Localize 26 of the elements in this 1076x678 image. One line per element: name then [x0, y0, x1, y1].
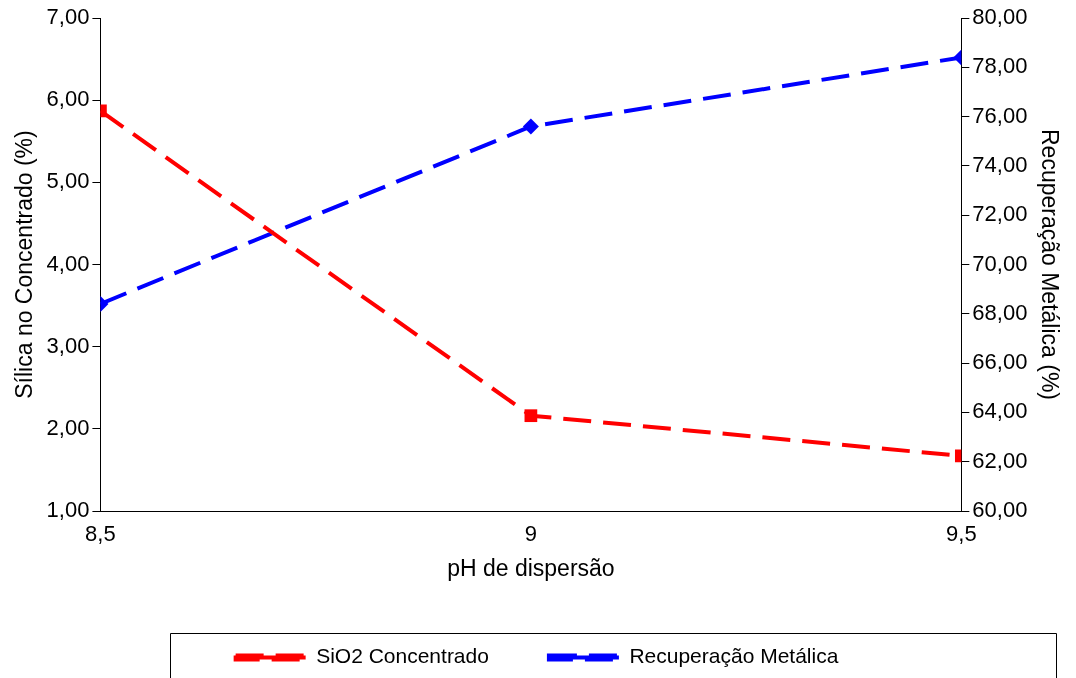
- y2-tick-label: 76,00: [972, 102, 1028, 128]
- y2-tick-label: 78,00: [972, 53, 1028, 79]
- y2-tick-label: 72,00: [972, 201, 1028, 227]
- legend-label: SiO2 Concentrado: [316, 644, 489, 668]
- y-tick-label: 2,00: [46, 414, 90, 440]
- y2-tick-label: 68,00: [972, 299, 1028, 325]
- y-tick-label: 4,00: [46, 250, 90, 276]
- y-tick-label: 7,00: [46, 4, 90, 30]
- y-tick-label: 6,00: [46, 86, 90, 112]
- y-tick-label: 3,00: [46, 332, 90, 358]
- y2-tick-label: 80,00: [972, 4, 1028, 30]
- y2-tick-label: 62,00: [972, 447, 1028, 473]
- x-tick-label: 9,5: [946, 521, 977, 547]
- x-axis-title: pH de dispersão: [447, 554, 615, 581]
- x-tick-label: 8,5: [85, 521, 116, 547]
- y2-tick-label: 64,00: [972, 398, 1028, 424]
- legend-label: Recuperação Metálica: [629, 644, 839, 668]
- y2-tick-label: 70,00: [972, 250, 1028, 276]
- y-tick-label: 1,00: [46, 497, 90, 523]
- x-tick-label: 9: [524, 521, 538, 547]
- y2-tick-label: 66,00: [972, 349, 1028, 375]
- y-tick-label: 5,00: [46, 168, 90, 194]
- y-axis-title: Sílica no Concentrado (%): [11, 130, 38, 399]
- y2-axis-title: Recuperação Metálica (%): [1036, 128, 1063, 401]
- y2-tick-label: 74,00: [972, 151, 1028, 177]
- y2-tick-label: 60,00: [972, 497, 1028, 523]
